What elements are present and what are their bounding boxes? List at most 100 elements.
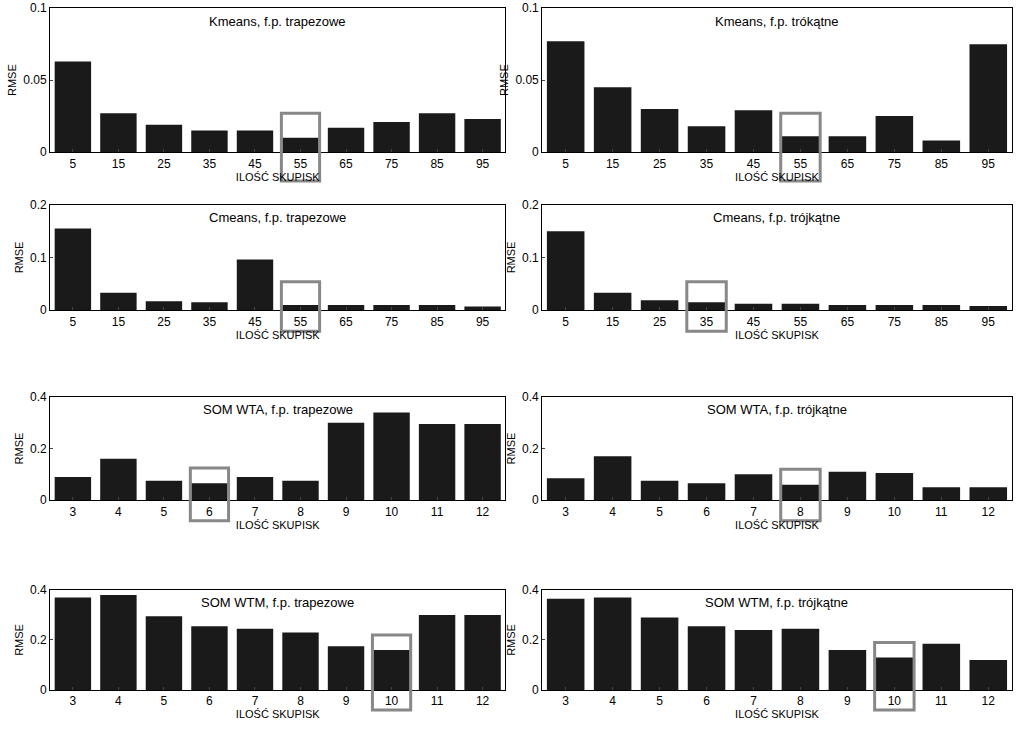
svg-text:Cmeans, f.p. trójkątne: Cmeans, f.p. trójkątne — [713, 210, 840, 225]
svg-text:6: 6 — [206, 505, 213, 519]
svg-text:RMSE: RMSE — [13, 624, 25, 656]
svg-text:12: 12 — [476, 505, 490, 519]
svg-text:Cmeans, f.p. trapezowe: Cmeans, f.p. trapezowe — [209, 210, 346, 225]
svg-text:0: 0 — [532, 303, 539, 317]
svg-text:5: 5 — [161, 694, 168, 708]
svg-text:RMSE: RMSE — [505, 242, 517, 274]
svg-text:45: 45 — [248, 315, 262, 329]
svg-text:ILOŚĆ SKUPISK: ILOŚĆ SKUPISK — [735, 519, 819, 531]
svg-text:12: 12 — [982, 505, 996, 519]
svg-text:15: 15 — [606, 315, 620, 329]
svg-text:0.4: 0.4 — [522, 583, 539, 597]
svg-text:RMSE: RMSE — [498, 64, 510, 96]
svg-text:0.1: 0.1 — [30, 1, 47, 15]
svg-text:10: 10 — [385, 505, 399, 519]
svg-text:0: 0 — [40, 683, 47, 697]
svg-text:5: 5 — [562, 157, 569, 171]
svg-text:65: 65 — [339, 315, 353, 329]
svg-text:0: 0 — [532, 493, 539, 507]
svg-text:SOM WTA, f.p. trójkątne: SOM WTA, f.p. trójkątne — [707, 402, 847, 417]
svg-text:0.2: 0.2 — [30, 633, 47, 647]
svg-text:8: 8 — [297, 694, 304, 708]
svg-text:45: 45 — [248, 157, 262, 171]
svg-text:11: 11 — [935, 505, 948, 519]
svg-text:45: 45 — [747, 157, 761, 171]
svg-text:5: 5 — [656, 505, 663, 519]
svg-text:SOM WTA, f.p. trapezowe: SOM WTA, f.p. trapezowe — [203, 402, 353, 417]
svg-text:0.2: 0.2 — [522, 442, 539, 456]
svg-text:7: 7 — [252, 694, 259, 708]
svg-text:25: 25 — [157, 157, 171, 171]
svg-text:5: 5 — [70, 157, 77, 171]
svg-text:0: 0 — [40, 493, 47, 507]
svg-text:3: 3 — [562, 505, 569, 519]
svg-text:ILOŚĆ SKUPISK: ILOŚĆ SKUPISK — [236, 708, 320, 720]
svg-text:ILOŚĆ SKUPISK: ILOŚĆ SKUPISK — [236, 519, 320, 531]
svg-text:0: 0 — [40, 303, 47, 317]
svg-text:85: 85 — [430, 157, 444, 171]
svg-text:0.05: 0.05 — [23, 73, 47, 87]
svg-text:Kmeans, f.p. trókątne: Kmeans, f.p. trókątne — [715, 14, 839, 29]
svg-text:5: 5 — [161, 505, 168, 519]
svg-text:65: 65 — [841, 157, 855, 171]
svg-text:0.1: 0.1 — [30, 251, 47, 265]
svg-text:35: 35 — [700, 157, 714, 171]
svg-text:0.05: 0.05 — [515, 73, 539, 87]
svg-text:ILOŚĆ SKUPISK: ILOŚĆ SKUPISK — [236, 329, 320, 341]
svg-text:6: 6 — [206, 694, 213, 708]
svg-text:RMSE: RMSE — [505, 433, 517, 465]
svg-text:11: 11 — [431, 694, 444, 708]
svg-text:11: 11 — [935, 694, 948, 708]
svg-text:7: 7 — [750, 505, 757, 519]
svg-text:3: 3 — [70, 694, 77, 708]
svg-text:15: 15 — [606, 157, 620, 171]
svg-text:95: 95 — [476, 157, 490, 171]
svg-text:9: 9 — [343, 505, 350, 519]
svg-text:55: 55 — [794, 157, 808, 171]
svg-text:11: 11 — [431, 505, 444, 519]
svg-text:4: 4 — [115, 694, 122, 708]
svg-text:55: 55 — [294, 157, 308, 171]
svg-text:5: 5 — [562, 315, 569, 329]
svg-text:15: 15 — [112, 157, 126, 171]
svg-text:75: 75 — [385, 315, 399, 329]
svg-text:RMSE: RMSE — [13, 433, 25, 465]
svg-text:10: 10 — [888, 505, 902, 519]
svg-text:0.2: 0.2 — [30, 198, 47, 212]
svg-text:Kmeans, f.p. trapezowe: Kmeans, f.p. trapezowe — [209, 14, 346, 29]
svg-text:12: 12 — [476, 694, 490, 708]
svg-text:10: 10 — [888, 694, 902, 708]
svg-text:65: 65 — [339, 157, 353, 171]
svg-text:95: 95 — [982, 157, 996, 171]
svg-text:0: 0 — [532, 145, 539, 159]
svg-text:5: 5 — [70, 315, 77, 329]
svg-text:45: 45 — [747, 315, 761, 329]
svg-text:6: 6 — [703, 505, 710, 519]
svg-text:35: 35 — [700, 315, 714, 329]
svg-text:8: 8 — [797, 505, 804, 519]
svg-text:85: 85 — [935, 315, 949, 329]
svg-text:7: 7 — [252, 505, 259, 519]
svg-text:ILOŚĆ SKUPISK: ILOŚĆ SKUPISK — [236, 171, 320, 183]
svg-text:RMSE: RMSE — [13, 242, 25, 274]
svg-text:0: 0 — [532, 683, 539, 697]
svg-text:4: 4 — [609, 694, 616, 708]
svg-text:12: 12 — [982, 694, 996, 708]
svg-text:95: 95 — [476, 315, 490, 329]
svg-text:25: 25 — [653, 157, 667, 171]
svg-text:4: 4 — [609, 505, 616, 519]
svg-text:3: 3 — [562, 694, 569, 708]
svg-text:35: 35 — [203, 315, 217, 329]
svg-text:25: 25 — [653, 315, 667, 329]
svg-text:RMSE: RMSE — [505, 624, 517, 656]
svg-text:9: 9 — [343, 694, 350, 708]
svg-text:85: 85 — [935, 157, 949, 171]
svg-text:8: 8 — [797, 694, 804, 708]
svg-text:35: 35 — [203, 157, 217, 171]
svg-text:0.2: 0.2 — [522, 633, 539, 647]
svg-text:RMSE: RMSE — [6, 64, 18, 96]
svg-text:6: 6 — [703, 694, 710, 708]
svg-text:15: 15 — [112, 315, 126, 329]
svg-text:0.2: 0.2 — [522, 198, 539, 212]
svg-text:75: 75 — [888, 157, 902, 171]
